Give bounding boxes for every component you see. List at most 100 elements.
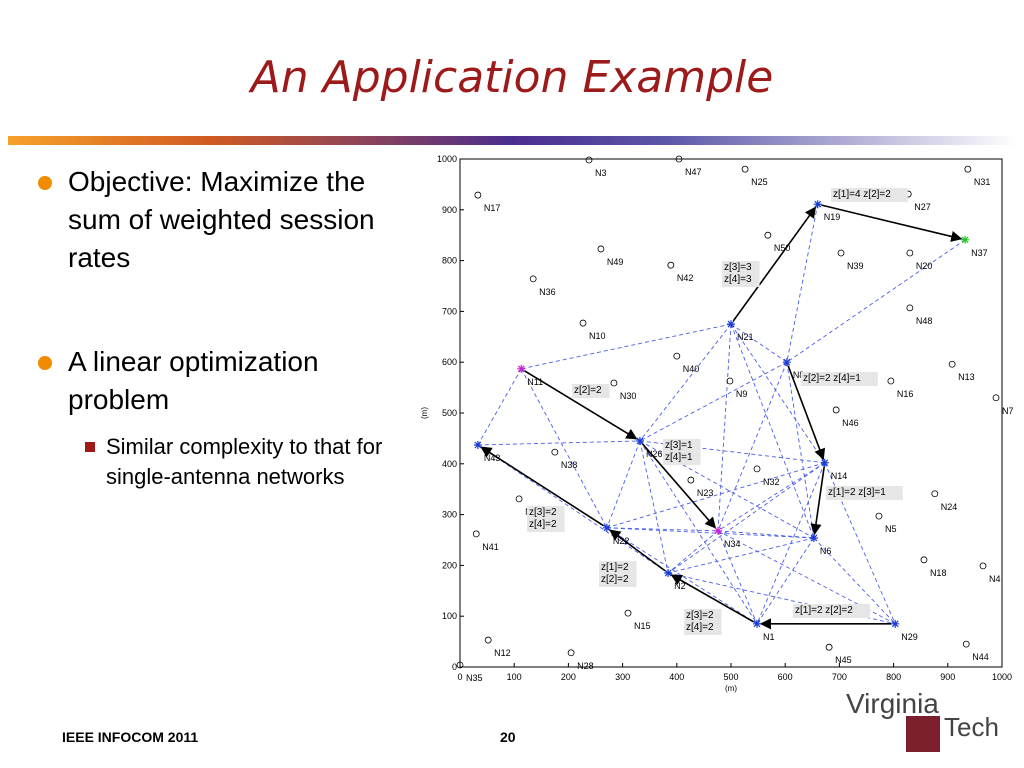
logo-emblem — [906, 716, 940, 752]
candidate-link — [786, 362, 815, 539]
node — [624, 609, 632, 617]
x-tick-label: 500 — [723, 672, 738, 682]
candidate-link — [477, 440, 640, 446]
node — [962, 640, 970, 648]
annotation: z[1]=4 z[2]=2 — [833, 189, 891, 200]
node-label: N42 — [677, 273, 694, 283]
node — [979, 562, 987, 570]
y-tick-label: 100 — [442, 611, 457, 621]
node-label: N7 — [1002, 406, 1014, 416]
candidate-link — [667, 462, 826, 574]
annotation-box — [572, 384, 610, 398]
candidate-link — [668, 572, 896, 625]
relay-node — [635, 436, 644, 445]
relay-node — [809, 533, 818, 542]
flow-arrow — [787, 365, 826, 461]
y-tick-label: 400 — [442, 459, 457, 469]
node-label: N44 — [972, 652, 989, 662]
node — [484, 636, 492, 644]
node — [948, 360, 956, 368]
node-label: N23 — [697, 488, 714, 498]
node — [906, 249, 914, 257]
node — [741, 165, 749, 173]
node — [687, 476, 695, 484]
node — [456, 661, 464, 669]
node — [875, 512, 883, 520]
x-tick-label: 1000 — [992, 672, 1012, 682]
node — [551, 448, 559, 456]
node-label: N37 — [971, 248, 988, 258]
node-label: N8 — [793, 370, 805, 380]
annotation-box — [684, 609, 722, 635]
candidate-link — [786, 239, 966, 363]
relay-node — [753, 619, 762, 628]
annotation-box — [793, 604, 870, 618]
candidate-link — [606, 527, 758, 625]
node-label: N17 — [484, 203, 501, 213]
node — [472, 530, 480, 538]
annotation: z[1]=2 z[3]=1 — [828, 487, 886, 498]
annotation: z[4]=2 — [686, 622, 714, 633]
node — [920, 556, 928, 564]
sub-bullet: Similar complexity to that for single-an… — [85, 432, 428, 492]
flow-arrow — [641, 443, 717, 529]
flow-arrow — [821, 204, 963, 242]
relay-node — [813, 200, 822, 209]
y-tick-label: 900 — [442, 205, 457, 215]
logo: Virginia Tech — [846, 688, 999, 752]
flow-arrow — [609, 529, 666, 572]
node-label: N18 — [930, 568, 947, 578]
node-label: N27 — [914, 202, 931, 212]
slide-title: An Application Example — [250, 52, 774, 103]
annotation: z[4]=3 — [724, 274, 752, 285]
bullet: A linear optimization problem — [38, 343, 388, 419]
flow-arrow — [480, 446, 604, 527]
node — [887, 377, 895, 385]
y-tick-label: 800 — [442, 256, 457, 266]
node — [597, 245, 605, 253]
candidate-link — [477, 444, 669, 574]
annotation-box — [599, 561, 637, 587]
node-label: N50 — [774, 243, 791, 253]
node-label: N3 — [595, 168, 607, 178]
candidate-link — [639, 440, 669, 574]
node — [906, 304, 914, 312]
node-label: N21 — [737, 332, 754, 342]
candidate-link — [606, 440, 641, 528]
annotation: z[2]=2 — [574, 385, 602, 396]
node-label: N14 — [831, 471, 848, 481]
x-tick-label: 100 — [507, 672, 522, 682]
node-label: N41 — [482, 542, 499, 552]
x-axis-label: (m) — [725, 684, 737, 693]
x-tick-label: 600 — [778, 672, 793, 682]
candidate-link — [717, 362, 788, 532]
candidate-link — [813, 537, 896, 625]
node — [832, 406, 840, 414]
annotation-box — [722, 261, 760, 287]
flow-arrow — [810, 466, 825, 536]
candidate-link — [639, 440, 815, 539]
y-tick-label: 300 — [442, 510, 457, 520]
node-label: N6 — [820, 546, 832, 556]
node-label: N48 — [916, 316, 933, 326]
candidate-link — [606, 527, 719, 532]
annotation-box — [801, 372, 878, 386]
y-tick-label: 0 — [452, 662, 457, 672]
logo-text: Virginia — [846, 688, 939, 719]
y-tick-label: 200 — [442, 560, 457, 570]
node-label: N20 — [916, 261, 933, 271]
relay-node — [820, 458, 829, 467]
relay-node — [961, 235, 970, 244]
node-label: N2 — [674, 581, 686, 591]
relay-node — [713, 526, 722, 535]
x-tick-label: 700 — [832, 672, 847, 682]
node-label: N40 — [683, 364, 700, 374]
node — [515, 495, 523, 503]
node-label: N1 — [763, 632, 775, 642]
candidate-link — [756, 537, 815, 625]
candidate-link — [730, 323, 788, 363]
candidate-link — [521, 323, 732, 370]
relay-node — [517, 364, 526, 373]
y-tick-label: 700 — [442, 306, 457, 316]
node — [474, 191, 482, 199]
